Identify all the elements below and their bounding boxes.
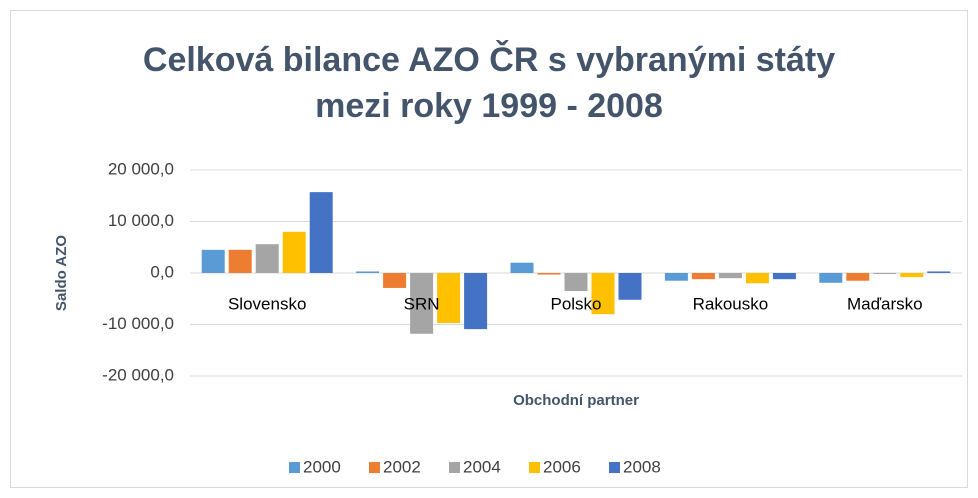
legend-label: 2000: [303, 457, 341, 476]
bar: [464, 273, 488, 330]
bar: [255, 244, 279, 273]
bar: [772, 273, 796, 280]
x-tick-label: Maďarsko: [847, 294, 923, 313]
bar: [201, 249, 225, 273]
y-tick-label: 0,0: [150, 262, 174, 281]
bar: [510, 262, 534, 273]
bar: [927, 271, 951, 273]
x-tick-label: Slovensko: [228, 294, 306, 313]
bar: [356, 271, 380, 273]
bar: [282, 231, 306, 273]
bar: [900, 273, 924, 278]
chart-title: mezi roky 1999 - 2008: [315, 87, 663, 125]
bar: [309, 192, 333, 273]
y-tick-label: 10 000,0: [108, 211, 174, 230]
bar: [564, 273, 588, 292]
chart-border: [10, 10, 968, 488]
legend-label: 2006: [543, 457, 581, 476]
legend-label: 2002: [383, 457, 421, 476]
bar: [618, 273, 642, 300]
bar: [846, 273, 870, 281]
y-axis-label: Saldo AZO: [53, 235, 70, 311]
bar: [691, 273, 715, 280]
legend-swatch: [369, 462, 380, 473]
y-tick-label: -20 000,0: [102, 365, 174, 384]
bar: [664, 273, 688, 281]
bar: [410, 273, 434, 334]
x-tick-label: Rakousko: [693, 294, 769, 313]
legend-label: 2008: [623, 457, 661, 476]
bar: [718, 273, 742, 279]
chart-title: Celková bilance AZO ČR s vybranými státy: [143, 40, 835, 79]
y-tick-label: -10 000,0: [102, 314, 174, 333]
bar: [228, 249, 252, 273]
y-tick-label: 20 000,0: [108, 159, 174, 178]
bar: [873, 273, 897, 275]
bar: [383, 273, 407, 288]
x-tick-label: SRN: [404, 294, 440, 313]
bar: [437, 273, 461, 323]
legend-swatch: [529, 462, 540, 473]
bar: [591, 273, 615, 315]
legend-swatch: [449, 462, 460, 473]
bar: [537, 273, 561, 275]
legend-label: 2004: [463, 457, 501, 476]
bar: [745, 273, 769, 284]
legend-swatch: [289, 462, 300, 473]
x-axis-label: Obchodní partner: [513, 392, 639, 409]
bar: [819, 273, 843, 283]
x-tick-label: Polsko: [550, 294, 601, 313]
legend-swatch: [609, 462, 620, 473]
